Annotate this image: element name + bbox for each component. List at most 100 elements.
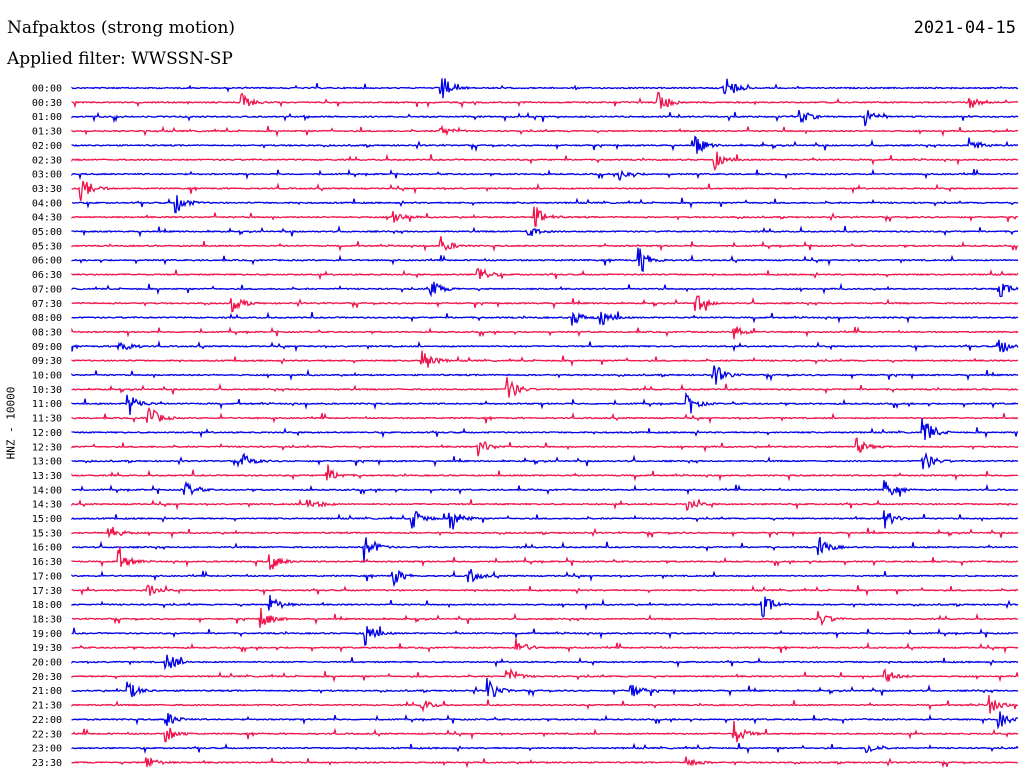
time-tick-label: 01:00 <box>32 112 62 123</box>
trace-line <box>71 711 1019 730</box>
time-tick-label: 04:00 <box>32 198 62 209</box>
trace-line <box>71 236 1019 252</box>
time-tick-label: 15:30 <box>32 528 62 539</box>
time-tick-label: 17:30 <box>32 586 62 597</box>
time-tick-label: 07:30 <box>32 299 62 310</box>
time-tick-label: 19:00 <box>32 629 62 640</box>
time-tick-label: 16:00 <box>32 543 62 554</box>
time-tick-label: 04:30 <box>32 213 62 224</box>
trace-line <box>71 406 1019 425</box>
time-tick-label: 14:00 <box>32 485 62 496</box>
time-tick-label: 22:30 <box>32 729 62 740</box>
trace-line <box>71 464 1019 482</box>
trace-line <box>71 667 1019 683</box>
time-tick-label: 11:30 <box>32 414 62 425</box>
trace-line <box>71 510 1019 530</box>
trace-line <box>71 695 1018 714</box>
time-tick-label: 21:30 <box>32 701 62 712</box>
time-tick-label: 00:00 <box>32 84 62 95</box>
trace-line <box>71 418 1019 440</box>
trace-line <box>71 151 1018 172</box>
time-tick-label: 10:30 <box>32 385 62 396</box>
time-tick-label: 05:30 <box>32 241 62 252</box>
trace-line <box>71 720 1019 743</box>
trace-line <box>71 339 1019 353</box>
trace-line <box>71 350 1019 368</box>
trace-line <box>71 326 1019 340</box>
time-tick-label: 13:00 <box>32 457 62 468</box>
trace-line <box>71 295 1019 313</box>
time-tick-label: 21:00 <box>32 686 62 697</box>
time-tick-label: 02:30 <box>32 155 62 166</box>
trace-line <box>72 195 1019 214</box>
trace-line <box>71 584 1019 597</box>
time-tick-label: 06:00 <box>32 256 62 267</box>
trace-line <box>71 377 1018 398</box>
time-tick-label: 16:30 <box>32 557 62 568</box>
trace-line <box>71 180 1019 202</box>
trace-line <box>71 451 1019 470</box>
trace-line <box>71 124 1019 138</box>
trace-line <box>71 391 1019 416</box>
time-tick-label: 13:30 <box>32 471 62 482</box>
time-tick-label: 01:30 <box>32 127 62 138</box>
time-tick-label: 08:00 <box>32 313 62 324</box>
trace-line <box>71 267 1019 281</box>
time-tick-label: 12:30 <box>32 442 62 453</box>
trace-line <box>71 480 1019 497</box>
time-tick-label: 00:30 <box>32 98 62 109</box>
time-tick-label: 05:00 <box>32 227 62 238</box>
time-tick-label: 14:30 <box>32 500 62 511</box>
time-tick-label: 03:00 <box>32 170 62 181</box>
time-tick-label: 03:30 <box>32 184 62 195</box>
time-tick-label: 20:00 <box>32 658 62 669</box>
trace-line <box>71 654 1019 671</box>
trace-line <box>71 206 1019 227</box>
time-tick-label: 08:30 <box>32 327 62 338</box>
trace-line <box>71 638 1019 654</box>
time-tick-label: 02:00 <box>32 141 62 152</box>
trace-line <box>71 78 1019 99</box>
time-tick-label: 19:30 <box>32 643 62 654</box>
trace-line <box>71 224 1019 238</box>
time-tick-label: 07:00 <box>32 284 62 295</box>
time-tick-label: 18:30 <box>32 614 62 625</box>
trace-line <box>71 607 1019 628</box>
time-tick-label: 09:30 <box>32 356 62 367</box>
trace-line <box>71 437 1019 457</box>
station-title: Nafpaktos (strong motion) <box>7 18 236 38</box>
time-tick-label: 12:00 <box>32 428 62 439</box>
trace-line <box>71 247 1019 273</box>
time-tick-label: 06:30 <box>32 270 62 281</box>
trace-line <box>71 135 1019 154</box>
trace-line <box>71 498 1019 512</box>
time-tick-label: 20:30 <box>32 672 62 683</box>
trace-line <box>71 365 1019 385</box>
trace-line <box>71 756 1019 769</box>
time-tick-label: 09:00 <box>32 342 62 353</box>
time-tick-label: 11:00 <box>32 399 62 410</box>
trace-line <box>71 677 1019 698</box>
trace-line <box>71 311 1019 326</box>
time-tick-label: 23:00 <box>32 744 62 755</box>
trace-line <box>71 91 1019 109</box>
trace-line <box>71 742 1019 755</box>
trace-line <box>71 595 1019 618</box>
time-tick-label: 15:00 <box>32 514 62 525</box>
time-tick-label: 18:00 <box>32 600 62 611</box>
time-tick-label: 22:00 <box>32 715 62 726</box>
seismogram-traces <box>71 78 1019 769</box>
trace-line <box>71 526 1019 540</box>
filter-label: Applied filter: WWSSN-SP <box>7 49 233 69</box>
trace-line <box>71 109 1019 127</box>
date-label: 2021-04-15 <box>913 18 1016 38</box>
time-tick-label: 17:00 <box>32 571 62 582</box>
trace-line <box>71 569 1019 588</box>
trace-line <box>71 168 1019 182</box>
time-tick-label: 10:00 <box>32 371 62 382</box>
time-tick-label: 23:30 <box>32 758 62 769</box>
time-tick-labels: 00:00 00:30 01:00 01:30 02:00 02:30 03:00 03:30… <box>32 84 62 769</box>
trace-line <box>71 536 1019 563</box>
trace-line <box>71 547 1019 570</box>
